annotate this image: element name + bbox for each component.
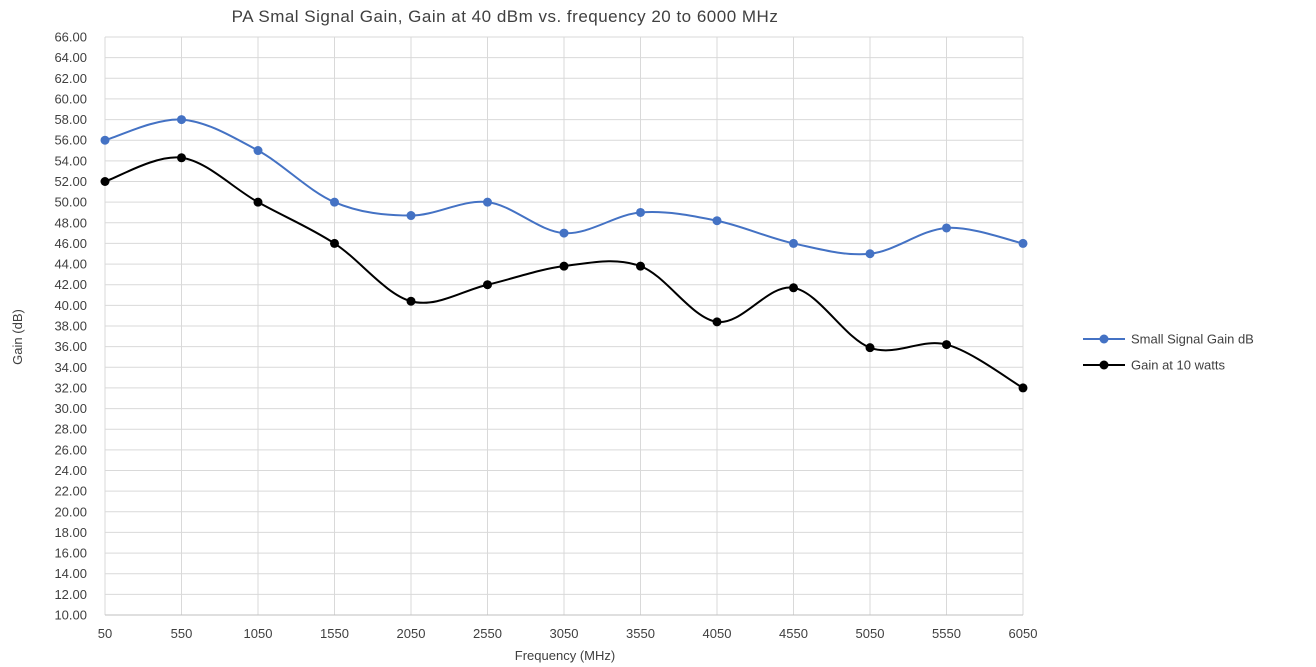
y-tick-label: 64.00	[54, 50, 87, 65]
data-point	[177, 153, 186, 163]
x-tick-label: 2050	[397, 626, 426, 641]
y-tick-label: 46.00	[54, 236, 87, 251]
data-point	[406, 211, 416, 221]
data-point	[559, 261, 569, 271]
data-point	[789, 283, 798, 293]
y-tick-label: 60.00	[54, 91, 87, 106]
y-tick-label: 58.00	[54, 112, 87, 127]
y-tick-label: 20.00	[54, 504, 87, 519]
data-point	[559, 228, 569, 238]
y-tick-label: 10.00	[54, 608, 87, 623]
chart-title: PA Smal Signal Gain, Gain at 40 dBm vs. …	[232, 7, 779, 26]
data-point	[942, 223, 951, 233]
y-tick-label: 26.00	[54, 442, 87, 457]
x-tick-label: 550	[171, 626, 193, 641]
y-tick-label: 40.00	[54, 298, 87, 313]
data-point	[789, 238, 798, 248]
data-point	[712, 216, 722, 226]
series-0	[100, 115, 1028, 259]
series-layer	[100, 115, 1028, 393]
x-tick-label: 4050	[703, 626, 732, 641]
y-tick-label: 62.00	[54, 71, 87, 86]
x-tick-label: 3550	[626, 626, 655, 641]
data-point	[636, 207, 645, 217]
y-tick-label: 32.00	[54, 380, 87, 395]
y-tick-label: 56.00	[54, 133, 87, 148]
data-point	[483, 280, 492, 290]
y-tick-label: 66.00	[54, 30, 87, 45]
data-point	[330, 197, 339, 207]
y-tick-label: 42.00	[54, 277, 87, 292]
legend-swatch-marker	[1099, 360, 1109, 370]
legend-entry: Gain at 10 watts	[1083, 358, 1225, 373]
data-point	[253, 146, 263, 156]
x-tick-label: 50	[98, 626, 112, 641]
y-tick-label: 50.00	[54, 195, 87, 210]
y-tick-label: 44.00	[54, 257, 87, 272]
y-axis-label: Gain (dB)	[10, 309, 25, 365]
x-tick-label: 3050	[550, 626, 579, 641]
legend-swatch-marker	[1099, 334, 1109, 344]
y-tick-label: 34.00	[54, 360, 87, 375]
x-tick-label: 1050	[244, 626, 273, 641]
x-tick-label: 1550	[320, 626, 349, 641]
y-tick-label: 54.00	[54, 153, 87, 168]
data-point	[1018, 238, 1028, 248]
y-tick-label: 38.00	[54, 319, 87, 334]
y-tick-label: 22.00	[54, 484, 87, 499]
y-tick-label: 24.00	[54, 463, 87, 478]
y-tick-label: 16.00	[54, 546, 87, 561]
data-point	[712, 317, 722, 327]
data-point	[406, 296, 416, 306]
data-point	[942, 340, 951, 350]
legend-entry: Small Signal Gain dB	[1083, 332, 1254, 347]
x-axis-label: Frequency (MHz)	[515, 648, 615, 663]
y-axis-ticks: 10.00 12.00 14.00 16.00 18.00 20.00 22.00 24.00…	[54, 30, 87, 623]
x-tick-label: 6050	[1009, 626, 1038, 641]
x-tick-label: 5050	[856, 626, 885, 641]
data-point	[483, 197, 492, 207]
y-tick-label: 12.00	[54, 587, 87, 602]
data-point	[865, 249, 875, 259]
series-1	[100, 153, 1028, 393]
legend-label: Gain at 10 watts	[1131, 358, 1225, 373]
data-point	[865, 343, 875, 353]
legend-label: Small Signal Gain dB	[1131, 332, 1254, 347]
data-point	[253, 197, 263, 207]
data-point	[1018, 383, 1028, 393]
y-tick-label: 28.00	[54, 422, 87, 437]
x-tick-label: 2550	[473, 626, 502, 641]
data-point	[100, 135, 110, 145]
y-tick-label: 48.00	[54, 215, 87, 230]
x-tick-label: 4550	[779, 626, 808, 641]
x-tick-label: 5550	[932, 626, 961, 641]
legend: Small Signal Gain dB Gain at 10 watts	[1083, 332, 1254, 373]
y-tick-label: 30.00	[54, 401, 87, 416]
y-tick-label: 14.00	[54, 566, 87, 581]
data-point	[177, 115, 186, 125]
y-tick-label: 36.00	[54, 339, 87, 354]
data-point	[636, 261, 645, 271]
x-axis-ticks: 50 550 1050 1550 2050 2550 3050 3550 4050 4550 505…	[98, 626, 1038, 641]
data-point	[100, 177, 110, 186]
data-point	[330, 238, 339, 248]
y-tick-label: 52.00	[54, 174, 87, 189]
y-tick-label: 18.00	[54, 525, 87, 540]
grid	[104, 36, 1024, 616]
